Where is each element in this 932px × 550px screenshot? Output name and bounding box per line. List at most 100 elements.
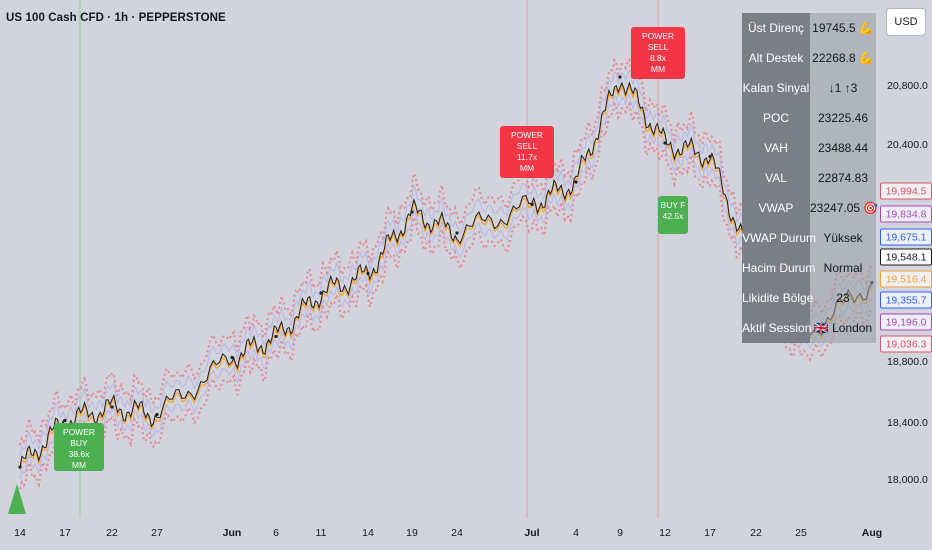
price-point [63, 418, 67, 423]
stats-label: Alt Destek [748, 51, 804, 65]
time-tick: 22 [750, 527, 762, 539]
time-tick: 14 [362, 527, 374, 539]
stats-row: Alt Destek 22268.8 💪 [742, 43, 876, 73]
time-tick: 17 [59, 527, 71, 539]
symbol-title[interactable]: US 100 Cash CFD · 1h · PEPPERSTONE [6, 12, 226, 24]
stats-row: Likidite Bölge 23 [742, 283, 876, 313]
price-level-tag: 19,355.7 [880, 291, 932, 309]
price-series-line [19, 81, 873, 468]
stats-label: Hacim Durum [742, 261, 816, 275]
upper-band-inner [19, 68, 873, 456]
signal-ratio: 42.5x [662, 211, 684, 221]
price-point [319, 291, 323, 295]
stats-row: Hacim Durum Normal [742, 253, 876, 283]
signal-title: POWER BUY [62, 427, 96, 448]
signal-title: POWER SELL [641, 31, 675, 52]
stats-label: POC [762, 111, 789, 125]
price-point [574, 180, 578, 184]
stats-value: Yüksek [823, 231, 863, 245]
stats-value: 19745.5 💪 [812, 21, 874, 35]
stats-label: Aktif Session [742, 321, 812, 335]
power-sell-signal[interactable]: POWER SELL 8.8x MM [631, 27, 685, 79]
time-tick: 4 [573, 527, 579, 539]
stats-value: 23488.44 [817, 141, 869, 155]
stats-value: 23247.05 🎯 [810, 201, 879, 215]
time-tick: 24 [451, 527, 463, 539]
stats-row: POC 23225.46 [742, 103, 876, 133]
time-tick: 22 [106, 527, 118, 539]
time-tick: 6 [273, 527, 279, 539]
signal-tag: MM [71, 460, 87, 470]
signal-tag: MM [650, 64, 666, 74]
signal-tag: MM [519, 163, 535, 173]
stats-row: VAH 23488.44 [742, 133, 876, 163]
time-tick-month: Jun [222, 527, 242, 539]
price-level-tag: 19,516.4 [880, 270, 932, 288]
stats-row: VWAP Durum Yüksek [742, 223, 876, 253]
buy-arrow-icon [8, 484, 26, 514]
price-tick: 18,000.0 [887, 474, 928, 486]
stats-label: Kalan Sinyal [742, 81, 810, 95]
time-tick: 9 [617, 527, 623, 539]
upper-band-outer [18, 57, 874, 446]
price-point [530, 202, 534, 207]
price-chart-plot[interactable] [0, 0, 876, 518]
stats-label: VWAP [758, 201, 794, 215]
signal-ratio: 38.6x [68, 449, 90, 459]
stats-value: 22874.83 [817, 171, 869, 185]
price-point [230, 355, 234, 360]
time-tick-month: Aug [861, 527, 883, 539]
stats-row: Kalan Sinyal ↓1 ↑3 [742, 73, 876, 103]
stats-label: VWAP Durum [742, 231, 817, 245]
stats-value: 22268.8 💪 [812, 51, 874, 65]
price-chart[interactable] [0, 0, 876, 518]
price-level-tag: 19,994.5 [880, 182, 932, 200]
lower-band-outer [18, 101, 874, 490]
time-tick: 11 [315, 527, 327, 539]
price-level-tag: 19,036.3 [880, 335, 932, 353]
signal-title: POWER SELL [510, 130, 544, 151]
currency-button[interactable]: USD [886, 8, 926, 36]
lower-band-inner [19, 92, 873, 480]
price-point [663, 141, 667, 145]
buy-signal[interactable]: BUY F 42.5x [658, 196, 688, 234]
time-tick: 25 [795, 527, 807, 539]
stats-row: VWAP 23247.05 🎯 [742, 193, 879, 223]
stats-row: Aktif Session 🇬🇧 London [742, 313, 876, 343]
price-tick: 20,800.0 [887, 80, 928, 92]
time-tick: 14 [14, 527, 26, 539]
current-price-tag: 19,548.1 [880, 248, 932, 266]
price-tick: 20,400.0 [887, 139, 928, 151]
price-tick: 18,400.0 [887, 417, 928, 429]
price-level-tag: 19,675.1 [880, 228, 932, 246]
stats-value: 23 [836, 291, 850, 305]
stats-row: VAL 22874.83 [742, 163, 876, 193]
stats-label: Üst Direnç [747, 21, 804, 35]
time-axis[interactable] [0, 518, 876, 550]
stats-label: VAH [764, 141, 788, 155]
price-point [366, 271, 370, 276]
stats-value: ↓1 ↑3 [828, 81, 858, 95]
price-level-tag: 19,196.0 [880, 313, 932, 331]
time-tick: 17 [704, 527, 716, 539]
stats-value: 🇬🇧 London [813, 321, 873, 335]
price-point [618, 75, 622, 79]
price-point [455, 231, 459, 235]
price-level-tag: 19,834.8 [880, 205, 932, 223]
price-point [708, 154, 712, 159]
power-buy-signal[interactable]: POWER BUY 38.6x MM [54, 423, 104, 471]
power-sell-signal[interactable]: POWER SELL 11.7x MM [500, 126, 554, 178]
price-point [410, 210, 414, 214]
signal-ratio: 11.7x [516, 152, 538, 162]
price-point [110, 405, 114, 409]
price-point [18, 465, 22, 469]
price-tick: 18,800.0 [887, 356, 928, 368]
stats-value: 23225.46 [817, 111, 869, 125]
stats-label: VAL [765, 171, 787, 185]
stats-label: Likidite Bölge [742, 291, 814, 305]
time-tick: 27 [151, 527, 163, 539]
stats-value: Normal [823, 261, 863, 275]
stats-row: Üst Direnç 19745.5 💪 [742, 13, 876, 43]
price-point [155, 412, 159, 417]
time-tick-month: Jul [524, 527, 540, 539]
